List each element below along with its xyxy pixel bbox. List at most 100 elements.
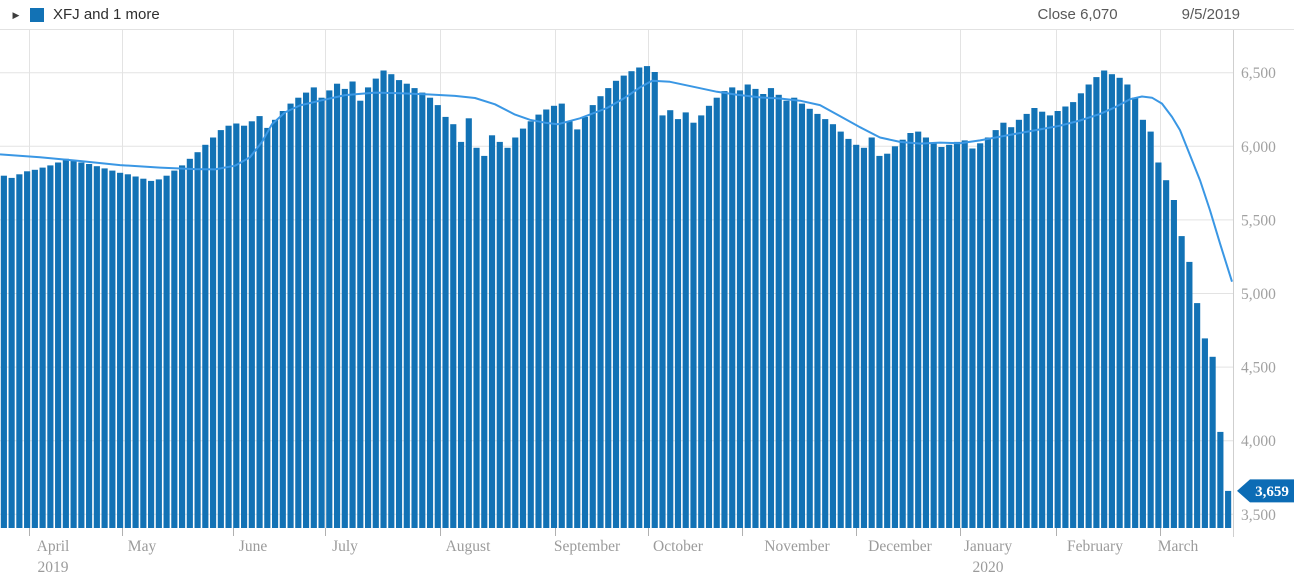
price-bar[interactable] <box>217 130 224 528</box>
price-bar[interactable] <box>426 97 434 528</box>
price-bar[interactable] <box>860 147 868 529</box>
price-bar[interactable] <box>1194 303 1201 528</box>
price-bar[interactable] <box>977 143 984 529</box>
price-bar[interactable] <box>643 66 651 528</box>
price-bar[interactable] <box>202 144 209 529</box>
price-bar[interactable] <box>132 176 139 529</box>
price-bar[interactable] <box>953 141 961 528</box>
price-bar[interactable] <box>179 165 186 528</box>
price-bar[interactable] <box>783 100 790 528</box>
price-bar[interactable] <box>1000 122 1007 528</box>
price-bar[interactable] <box>566 121 573 529</box>
price-bar[interactable] <box>829 124 837 528</box>
price-bar[interactable] <box>1124 84 1131 529</box>
price-bar[interactable] <box>868 137 875 529</box>
price-bar[interactable] <box>1093 77 1100 528</box>
price-bar[interactable] <box>101 168 108 528</box>
price-bar[interactable] <box>1178 236 1185 528</box>
price-bar[interactable] <box>597 96 604 528</box>
price-bar[interactable] <box>457 141 465 528</box>
price-bar[interactable] <box>876 155 883 528</box>
price-bar[interactable] <box>752 88 759 529</box>
price-bar[interactable] <box>1031 108 1038 528</box>
price-bar[interactable] <box>395 80 403 528</box>
price-bar[interactable] <box>55 162 62 529</box>
price-bar[interactable] <box>798 103 806 528</box>
price-bar[interactable] <box>1209 356 1216 528</box>
price-bar[interactable] <box>163 175 170 528</box>
price-bar[interactable] <box>302 92 310 528</box>
price-bar[interactable] <box>434 105 441 528</box>
price-bar[interactable] <box>1116 77 1123 529</box>
price-bar[interactable] <box>504 147 511 529</box>
price-bar[interactable] <box>16 174 23 529</box>
price-bar[interactable] <box>744 84 751 529</box>
price-bar[interactable] <box>519 128 527 528</box>
price-bar[interactable] <box>233 123 240 529</box>
price-bar[interactable] <box>1008 127 1015 528</box>
price-bar[interactable] <box>194 152 201 528</box>
price-bar[interactable] <box>109 170 116 528</box>
price-bar[interactable] <box>907 133 914 528</box>
price-bar[interactable] <box>47 165 54 528</box>
price-bar[interactable] <box>736 90 744 529</box>
price-bar[interactable] <box>1155 162 1162 529</box>
price-bar[interactable] <box>1046 115 1053 529</box>
price-bar[interactable] <box>341 88 348 529</box>
price-bar[interactable] <box>946 144 953 529</box>
price-bar[interactable] <box>78 162 85 529</box>
price-bar[interactable] <box>1147 131 1154 528</box>
price-bar[interactable] <box>210 137 217 529</box>
price-bar[interactable] <box>388 74 395 528</box>
price-bar[interactable] <box>310 87 317 529</box>
price-bar[interactable] <box>527 121 534 529</box>
price-bar[interactable] <box>651 72 658 528</box>
price-bar[interactable] <box>1170 200 1177 528</box>
price-bar[interactable] <box>117 172 124 529</box>
price-bar[interactable] <box>442 116 449 529</box>
price-bar[interactable] <box>1039 111 1046 528</box>
price-bar[interactable] <box>372 78 379 528</box>
price-bar[interactable] <box>775 94 782 529</box>
price-bar[interactable] <box>357 100 364 528</box>
price-bar[interactable] <box>403 83 410 528</box>
price-bar[interactable] <box>674 119 682 528</box>
price-bar[interactable] <box>124 174 131 529</box>
price-bar[interactable] <box>496 141 503 528</box>
price-bar[interactable] <box>1139 119 1146 529</box>
price-bar[interactable] <box>535 114 542 528</box>
price-bar[interactable] <box>148 180 155 528</box>
price-bar[interactable] <box>845 138 852 528</box>
price-bar[interactable] <box>171 170 178 528</box>
price-bar[interactable] <box>186 158 193 529</box>
price-bar[interactable] <box>488 135 496 529</box>
price-bar[interactable] <box>922 137 930 529</box>
price-bar[interactable] <box>1070 102 1077 528</box>
expand-legend-button[interactable]: ▶ <box>9 8 23 22</box>
price-bar[interactable] <box>574 129 581 528</box>
price-bar[interactable] <box>1225 490 1232 528</box>
price-bar[interactable] <box>1217 431 1224 528</box>
price-bar[interactable] <box>8 177 15 528</box>
price-bar[interactable] <box>806 108 813 529</box>
price-bar[interactable] <box>86 164 93 528</box>
price-bar[interactable] <box>581 116 589 529</box>
price-bar[interactable] <box>39 167 46 528</box>
price-bar[interactable] <box>1077 93 1084 529</box>
price-bar[interactable] <box>729 87 736 529</box>
price-bar[interactable] <box>837 131 844 528</box>
price-bar[interactable] <box>1163 180 1170 528</box>
price-bar[interactable] <box>620 75 627 528</box>
price-bar[interactable] <box>326 90 333 529</box>
price-bar[interactable] <box>605 88 612 528</box>
price-bar[interactable] <box>698 115 705 529</box>
price-bar[interactable] <box>884 153 891 528</box>
price-bar[interactable] <box>938 147 945 528</box>
price-bar[interactable] <box>287 103 294 528</box>
price-bar[interactable] <box>1108 74 1115 528</box>
price-bar[interactable] <box>0 175 7 528</box>
price-bar[interactable] <box>349 81 356 529</box>
price-bar[interactable] <box>450 124 457 528</box>
price-bar[interactable] <box>318 97 325 528</box>
price-bar[interactable] <box>899 139 906 528</box>
